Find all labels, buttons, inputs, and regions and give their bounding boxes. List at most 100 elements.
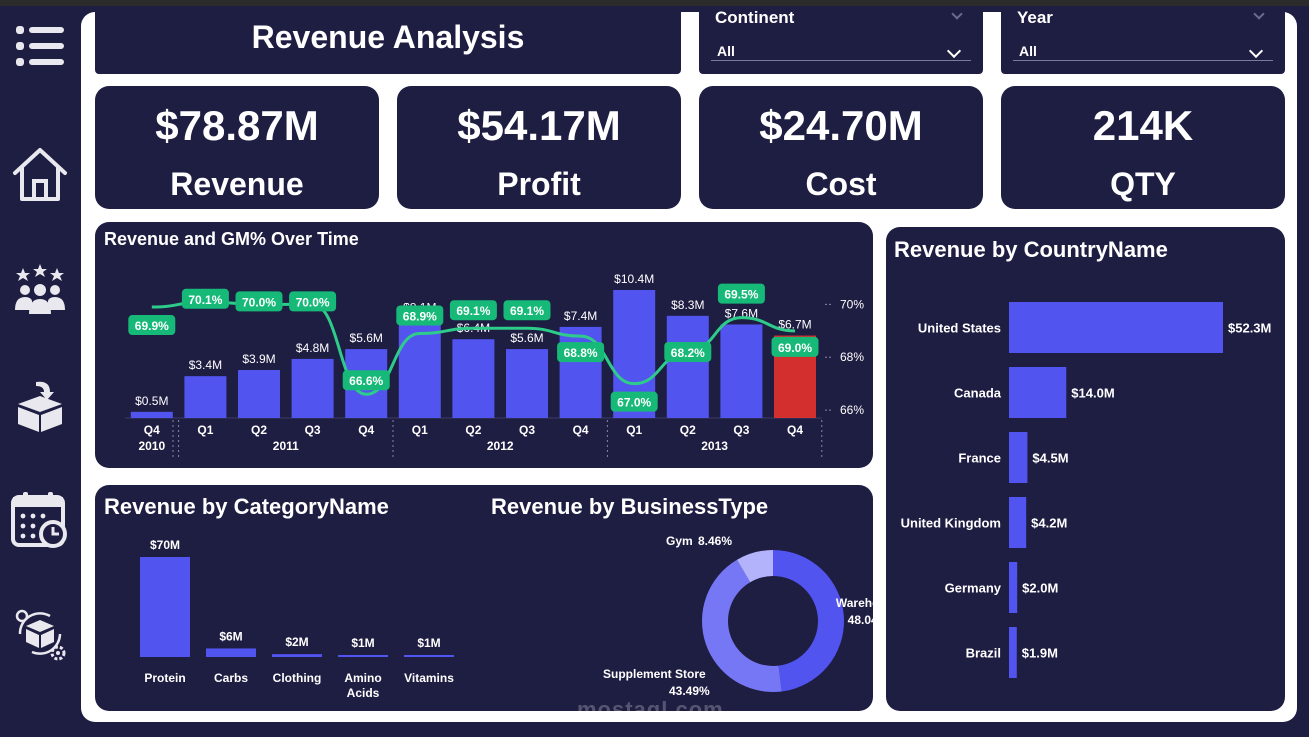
gm-data-label: 70.1% bbox=[188, 293, 222, 307]
y2-tick-label: 68% bbox=[840, 350, 864, 364]
x-tick-label: Q2 bbox=[251, 423, 267, 437]
revenue-by-country-chart[interactable]: United States $52.3M Canada $14.0M France $4.… bbox=[886, 227, 1285, 711]
gm-badge bbox=[396, 305, 444, 326]
bar-data-label: $4.8M bbox=[296, 341, 329, 355]
bar-data-label: $5.6M bbox=[350, 331, 383, 345]
home-icon[interactable] bbox=[8, 142, 72, 206]
x-tick-label: Q3 bbox=[305, 423, 321, 437]
sidebar bbox=[0, 6, 80, 737]
chart-bar bbox=[206, 648, 256, 657]
x-tick-label: Q4 bbox=[787, 423, 803, 437]
watermark: mostaql.com bbox=[577, 697, 724, 722]
x-year-label: 2011 bbox=[273, 439, 299, 453]
team-rating-icon[interactable] bbox=[8, 258, 72, 322]
gm-badge bbox=[503, 300, 551, 321]
x-tick-label: Q1 bbox=[412, 423, 428, 437]
x-tick-label: Q4 bbox=[358, 423, 374, 437]
slicer-underline bbox=[1013, 60, 1273, 61]
kpi-value: $78.87M bbox=[155, 102, 319, 149]
bar-data-label: $7.4M bbox=[564, 309, 597, 323]
gm-badge bbox=[664, 341, 712, 362]
chart-bar bbox=[404, 655, 454, 657]
chart-bar bbox=[506, 349, 548, 418]
gm-data-label: 69.0% bbox=[778, 341, 812, 355]
kpi-card-revenue: $78.87M Revenue bbox=[95, 86, 379, 209]
category-business-card: Revenue by CategoryName Revenue by Busin… bbox=[95, 485, 873, 722]
chart-title: Revenue and GM% Over Time bbox=[104, 229, 359, 249]
donut-slice bbox=[702, 559, 782, 692]
continent-slicer-label: Continent bbox=[715, 8, 795, 27]
chevron-down-icon bbox=[951, 8, 963, 20]
year-slicer[interactable]: Year All bbox=[1001, 6, 1285, 74]
gm-data-label: 68.9% bbox=[403, 309, 437, 323]
package-gear-icon[interactable] bbox=[8, 602, 72, 666]
chart-bar bbox=[720, 324, 763, 418]
kpi-value: $24.70M bbox=[759, 102, 923, 149]
gm-data-label: 67.0% bbox=[617, 396, 651, 410]
x-tick-label: Carbs bbox=[214, 671, 248, 685]
calendar-clock-icon[interactable] bbox=[8, 488, 72, 552]
slice-value-label: 8.46% bbox=[698, 534, 732, 548]
x-tick-label: Q3 bbox=[519, 423, 535, 437]
bar-data-label: $6M bbox=[219, 629, 242, 643]
y-tick-label: France bbox=[958, 451, 1001, 466]
chart-bar bbox=[338, 655, 388, 657]
gm-data-label: 68.8% bbox=[564, 346, 598, 360]
bar-data-label: $10.4M bbox=[614, 272, 654, 286]
gm-badge bbox=[771, 336, 819, 357]
revenue-by-business-type-chart[interactable]: Warehouse 48.04% Supplement Store 43.49% Gym… bbox=[475, 485, 873, 711]
chart-bar bbox=[666, 315, 709, 418]
kpi-card-qty: 214K QTY bbox=[1001, 86, 1285, 209]
bar-data-label: $14.0M bbox=[1071, 386, 1114, 401]
chart-bar bbox=[1009, 367, 1067, 418]
chevron-down-icon[interactable] bbox=[946, 43, 962, 59]
gm-badge bbox=[181, 288, 229, 309]
bar-data-label: $52.3M bbox=[1228, 321, 1271, 336]
menu-list-icon[interactable] bbox=[8, 14, 72, 78]
revenue-gm-chart-card: Revenue and GM% Over Time $0.5M Q4 $3.4M Q1… bbox=[95, 222, 873, 468]
continent-slicer-value[interactable]: All bbox=[717, 43, 735, 59]
gm-data-label: 70.0% bbox=[296, 295, 330, 309]
gm-data-label: 69.1% bbox=[510, 304, 544, 318]
chart-bar bbox=[1009, 562, 1018, 613]
x-tick-label: Vitamins bbox=[404, 671, 454, 685]
year-slicer-value[interactable]: All bbox=[1019, 43, 1037, 59]
box-return-icon[interactable] bbox=[8, 374, 72, 438]
gm-data-label: 69.9% bbox=[135, 319, 169, 333]
x-tick-label: Q4 bbox=[144, 423, 160, 437]
x-tick-label: Q3 bbox=[733, 423, 749, 437]
chart-bar bbox=[184, 376, 227, 418]
gm-badge bbox=[235, 291, 283, 312]
gm-data-label: 66.6% bbox=[349, 374, 383, 388]
gm-data-label: 68.2% bbox=[671, 346, 705, 360]
chart-title: Revenue by CountryName bbox=[894, 237, 1168, 262]
bar-data-label: $1M bbox=[351, 636, 374, 650]
slicer-underline bbox=[711, 60, 971, 61]
donut-slice bbox=[737, 550, 773, 583]
revenue-by-country-card: Revenue by CountryName United States $52.… bbox=[886, 227, 1285, 711]
chart-bar bbox=[1009, 627, 1017, 678]
chevron-down-icon[interactable] bbox=[1248, 43, 1264, 59]
gm-badge bbox=[610, 391, 658, 412]
slice-value-label: 43.49% bbox=[669, 684, 710, 698]
slice-category-label: Warehouse bbox=[836, 596, 873, 610]
bar-data-label: $2.0M bbox=[1022, 581, 1058, 596]
y-tick-label: Germany bbox=[945, 581, 1002, 596]
gm-badge bbox=[342, 370, 390, 391]
gm-badge bbox=[289, 291, 337, 312]
y-tick-label: United States bbox=[918, 321, 1001, 336]
revenue-gm-combo-chart[interactable]: $0.5MQ4$3.4MQ1$3.9MQ2$4.8MQ3$5.6MQ4$8.1M… bbox=[95, 222, 873, 468]
x-tick-label: Clothing bbox=[273, 671, 322, 685]
bar-data-label: $2M bbox=[285, 635, 308, 649]
revenue-by-category-chart[interactable]: $70M Protein $6M Carbs $2M Clothing $1M AminoAc… bbox=[95, 485, 475, 711]
gm-badge bbox=[557, 342, 605, 363]
x-tick-label: Q2 bbox=[465, 423, 481, 437]
x-tick-label: Acids bbox=[347, 686, 380, 700]
x-tick-label: Q2 bbox=[680, 423, 696, 437]
chart-bar bbox=[1009, 497, 1027, 548]
window-top-bar bbox=[0, 0, 1309, 6]
kpi-card-cost: $24.70M Cost bbox=[699, 86, 983, 209]
chart-bar bbox=[1009, 432, 1028, 483]
bar-data-label: $1.9M bbox=[1022, 646, 1058, 661]
continent-slicer[interactable]: Continent All bbox=[699, 6, 983, 74]
